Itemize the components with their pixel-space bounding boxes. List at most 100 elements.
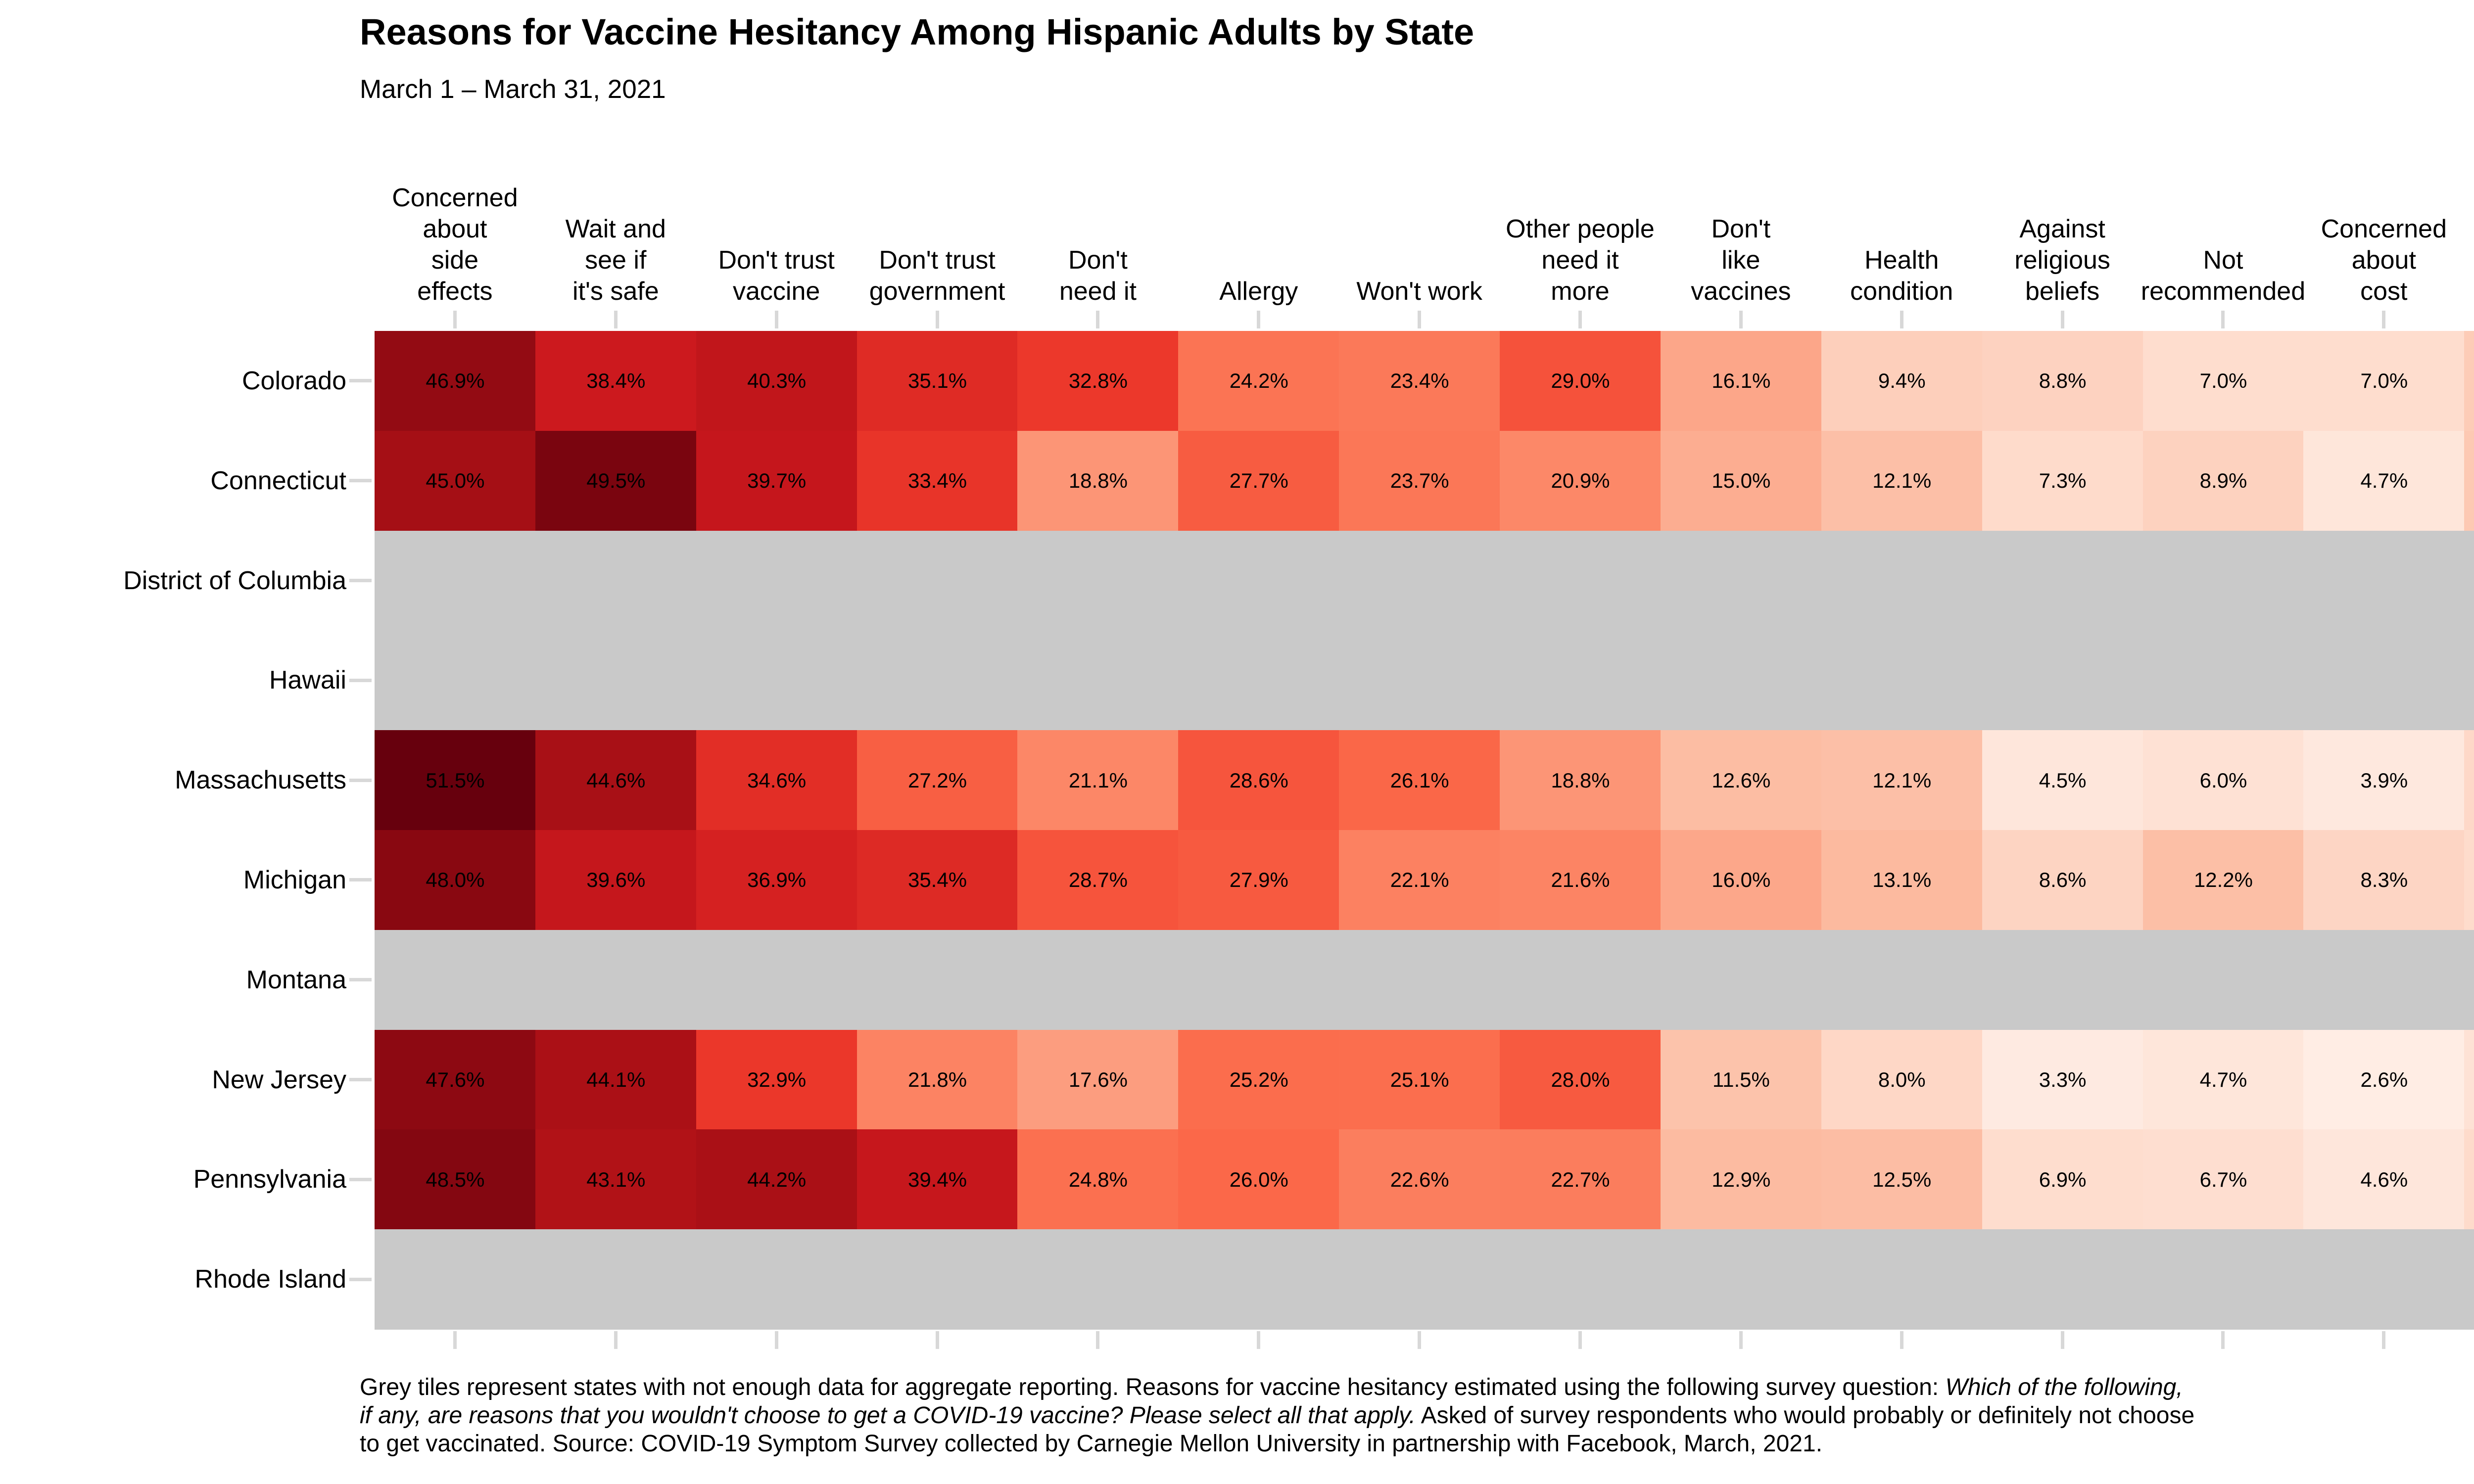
axis-tick-bottom (1900, 1331, 1903, 1349)
axis-tick-bottom (1578, 1331, 1582, 1349)
heatmap-cell: 7.3% (2464, 1129, 2474, 1230)
heatmap-cell: 11.5% (1660, 1029, 1822, 1130)
axis-tick-bottom (774, 1331, 778, 1349)
footer-text-segment: to get vaccinated. Source: COVID-19 Symp… (360, 1431, 1823, 1457)
heatmap-cell: 28.6% (1178, 730, 1340, 831)
axis-tick-top (1418, 311, 1422, 328)
heatmap-cell: 38.4% (535, 331, 697, 431)
heatmap-cell: 26.1% (1339, 730, 1501, 831)
heatmap-cell: 4.7% (2142, 1029, 2304, 1130)
heatmap-cell: 48.0% (375, 830, 536, 930)
heatmap-cell: 5.7% (2464, 1029, 2474, 1130)
row-label-state: Montana (246, 965, 346, 994)
heatmap-cell: 44.6% (535, 730, 697, 831)
heatmap-cell: 28.7% (1017, 830, 1179, 930)
column-header: Against religious beliefs (2014, 215, 2110, 306)
heatmap-cell: 27.9% (1178, 830, 1340, 930)
row-label-state: New Jersey (212, 1065, 346, 1094)
axis-tick-bottom (2221, 1331, 2225, 1349)
axis-tick-bottom (614, 1331, 618, 1349)
axis-tick-left (349, 379, 372, 383)
footer-text-segment: Grey tiles represent states with not eno… (360, 1374, 1946, 1400)
heatmap-cell: 12.1% (1821, 730, 1983, 831)
heatmap-na-row (375, 630, 2474, 731)
footer-line: to get vaccinated. Source: COVID-19 Symp… (360, 1430, 2194, 1458)
row-label-state: Massachusetts (175, 766, 346, 795)
axis-tick-left (349, 978, 372, 982)
heatmap-cell: 39.6% (535, 830, 697, 930)
heatmap-cell: 35.4% (856, 830, 1018, 930)
heatmap-cell: 39.4% (856, 1129, 1018, 1230)
heatmap-cell: 16.0% (1660, 830, 1822, 930)
axis-tick-top (1578, 311, 1582, 328)
heatmap-cell: 32.9% (696, 1029, 857, 1130)
heatmap-cell: 21.6% (1500, 830, 1661, 930)
axis-tick-left (349, 479, 372, 483)
heatmap-cell: 9.4% (1821, 331, 1983, 431)
heatmap-cell: 6.9% (1982, 1129, 2143, 1230)
heatmap-cell: 29.0% (1500, 331, 1661, 431)
row-label-state: Hawaii (269, 666, 346, 695)
footer-text-segment-italic: Which of the following, (1945, 1374, 2183, 1400)
column-header: Don't trust vaccine (718, 246, 835, 306)
heatmap-cell: 20.9% (1500, 430, 1661, 531)
heatmap-cell: 44.1% (535, 1029, 697, 1130)
column-header: Concerned about cost (2321, 215, 2447, 306)
heatmap-cell: 22.7% (1500, 1129, 1661, 1230)
axis-tick-left (349, 1277, 372, 1281)
heatmap-cell: 48.5% (375, 1129, 536, 1230)
heatmap-cell: 13.1% (1821, 830, 1983, 930)
column-header: Not recommended (2141, 246, 2306, 306)
axis-tick-top (2221, 311, 2225, 328)
chart-subtitle: March 1 – March 31, 2021 (360, 75, 666, 104)
heatmap-cell: 7.0% (2142, 331, 2304, 431)
chart-title: Reasons for Vaccine Hesitancy Among Hisp… (360, 11, 1475, 52)
heatmap-cell: 17.6% (1017, 1029, 1179, 1130)
heatmap-cell: 27.2% (856, 730, 1018, 831)
heatmap-cell: 7.8% (2464, 730, 2474, 831)
heatmap-cell: 8.8% (1982, 331, 2143, 431)
heatmap-cell: 22.6% (1339, 1129, 1501, 1230)
heatmap-cell: 10.0% (2464, 331, 2474, 431)
heatmap-cell: 32.8% (1017, 331, 1179, 431)
axis-tick-top (2060, 311, 2064, 328)
axis-tick-bottom (1096, 1331, 1100, 1349)
axis-tick-top (1257, 311, 1261, 328)
heatmap-cell: 45.0% (375, 430, 536, 531)
heatmap-cell: 7.2% (2464, 830, 2474, 930)
heatmap-cell: 7.0% (2303, 331, 2465, 431)
axis-tick-left (349, 579, 372, 582)
column-header: Other people need it more (1506, 215, 1655, 306)
axis-tick-top (453, 311, 457, 328)
heatmap-cell: 47.6% (375, 1029, 536, 1130)
axis-tick-top (1096, 311, 1100, 328)
heatmap-cell: 12.6% (1660, 730, 1822, 831)
row-label-state: Pennsylvania (193, 1165, 346, 1194)
column-header: Allergy (1219, 277, 1298, 306)
heatmap-na-row (375, 929, 2474, 1030)
axis-tick-bottom (935, 1331, 939, 1349)
column-header: Don't trust government (869, 246, 1005, 306)
heatmap-cell: 15.0% (1660, 430, 1822, 531)
heatmap-cell: 4.6% (2303, 1129, 2465, 1230)
axis-tick-top (614, 311, 618, 328)
footer-text-segment-italic: if any, are reasons that you wouldn't ch… (360, 1402, 1416, 1429)
heatmap-cell: 12.9% (1660, 1129, 1822, 1230)
column-header: Don't need it (1059, 246, 1137, 306)
heatmap-cell: 40.3% (696, 331, 857, 431)
axis-tick-left (349, 878, 372, 882)
axis-tick-top (1900, 311, 1903, 328)
axis-tick-top (2382, 311, 2386, 328)
heatmap-cell: 12.2% (2142, 830, 2304, 930)
heatmap-cell: 12.1% (1821, 430, 1983, 531)
heatmap-cell: 33.4% (856, 430, 1018, 531)
heatmap-cell: 3.9% (2303, 730, 2465, 831)
heatmap-cell: 43.1% (535, 1129, 697, 1230)
heatmap-cell: 21.8% (856, 1029, 1018, 1130)
heatmap-cell: 7.3% (1982, 430, 2143, 531)
column-header: Wait and see if it's safe (565, 215, 666, 306)
heatmap-cell: 25.2% (1178, 1029, 1340, 1130)
heatmap-cell: 3.3% (1982, 1029, 2143, 1130)
heatmap-cell: 8.3% (2303, 830, 2465, 930)
